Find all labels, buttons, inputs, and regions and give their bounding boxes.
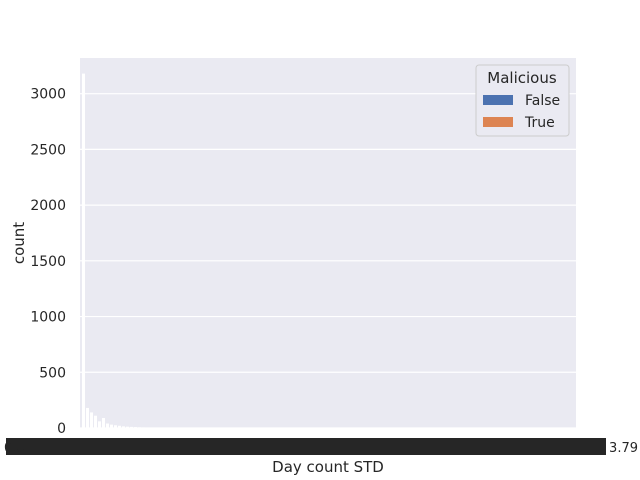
y-tick-label: 0 [57,421,66,437]
bar [110,424,113,428]
legend-label-false: False [525,93,560,109]
bar [102,417,105,428]
y-tick-label: 500 [39,365,66,381]
x-tick-label-first: 0.0 [4,441,25,456]
legend: Malicious False True [475,64,570,137]
bar [126,426,129,428]
bars-group [82,73,169,428]
legend-label-true: True [524,115,555,131]
legend-title: Malicious [487,69,557,87]
x-tick-label-last: 3.79 [609,441,638,456]
y-tick-label: 1000 [30,310,66,326]
legend-swatch-false [483,95,513,105]
y-tick-label: 2500 [30,142,66,158]
y-tick-label: 2000 [30,198,66,214]
x-axis-label: Day count STD [272,458,384,476]
x-tick-labels: 0.0 3.79 [4,438,638,456]
bar [86,407,89,428]
bar [114,425,117,428]
bar [130,426,133,428]
legend-swatch-true [483,117,513,127]
x-tick-label-band [6,438,606,455]
bar [142,427,145,428]
bar [90,412,93,428]
y-tick-labels: 0 500 1000 1500 2000 2500 3000 [30,87,66,437]
bar [82,73,85,428]
bar [138,427,141,428]
bar [98,421,101,428]
bar [118,425,121,428]
y-tick-label: 3000 [30,87,66,103]
bar [94,415,97,428]
y-tick-label: 1500 [30,254,66,270]
bar [134,427,137,428]
bar [122,426,125,428]
y-axis-label: count [10,222,28,264]
bar [106,423,109,428]
